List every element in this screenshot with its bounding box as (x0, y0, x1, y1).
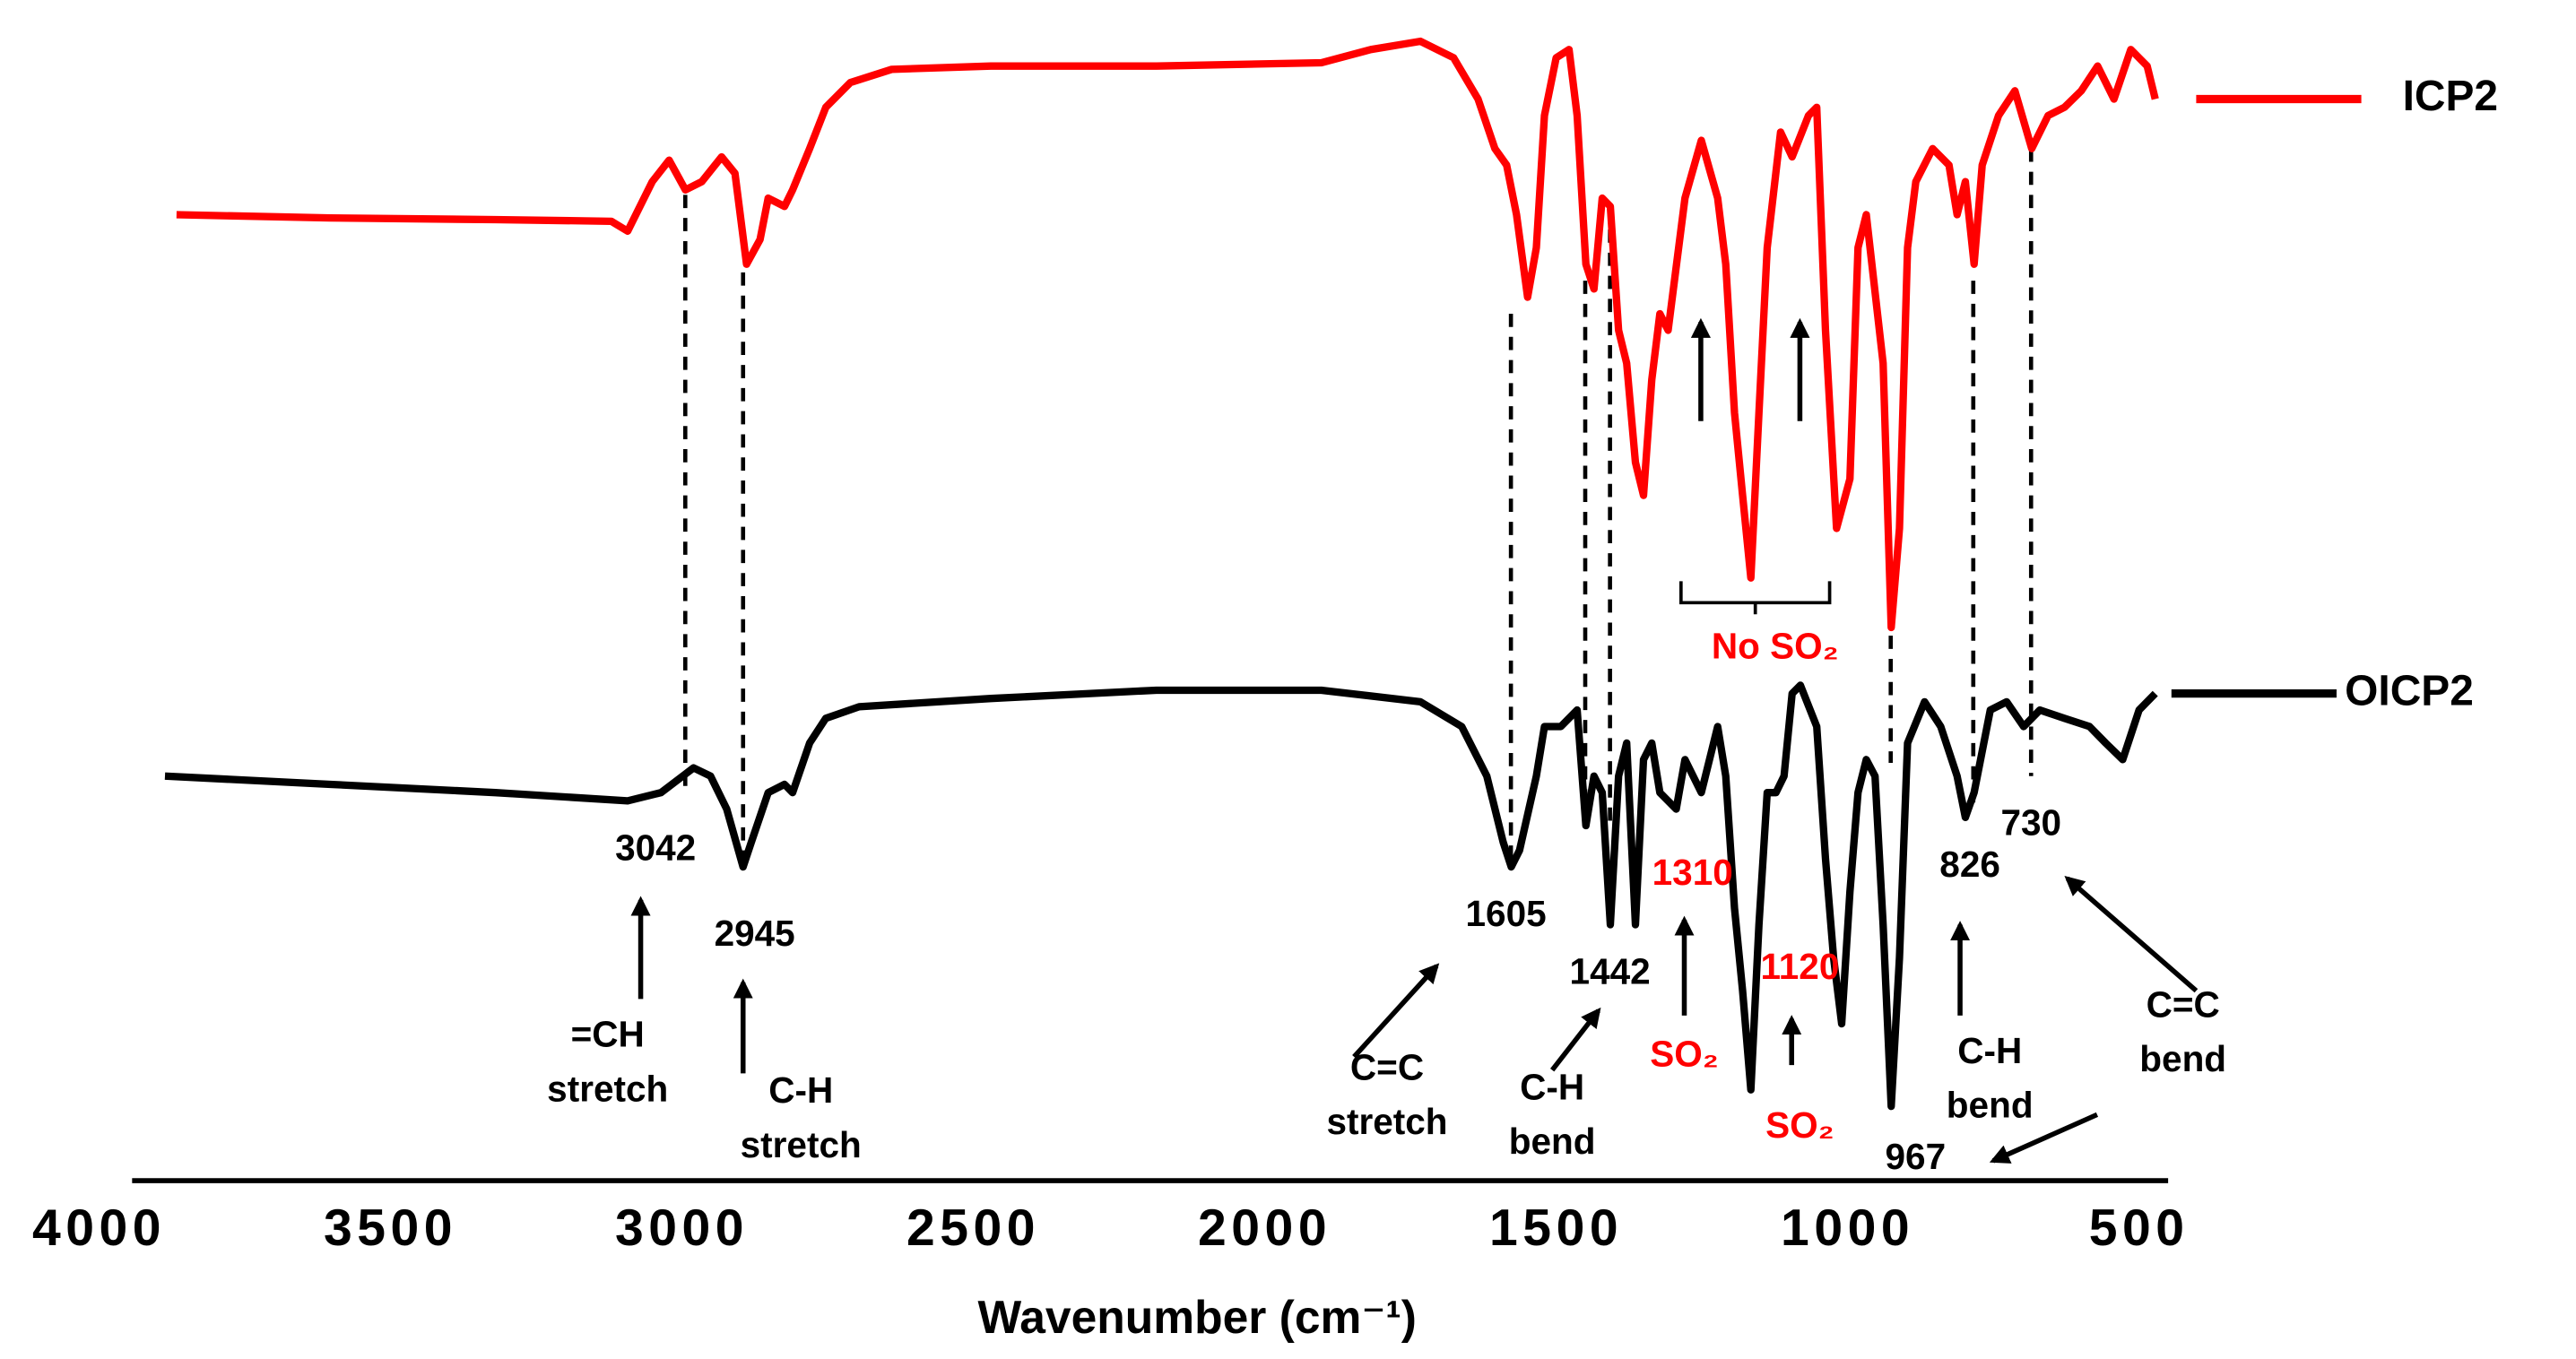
annotation: C-H (768, 1069, 833, 1111)
annotation: No SO₂ (1712, 626, 1839, 667)
x-tick-label: 1500 (1489, 1199, 1623, 1257)
peak-label: 2945 (715, 913, 795, 954)
annotation: SO₂ (1650, 1034, 1719, 1075)
annotation: bend (1947, 1085, 2034, 1126)
peak-label: 967 (1886, 1136, 1947, 1177)
annotation: stretch (1326, 1101, 1447, 1142)
annotation: SO₂ (1765, 1104, 1834, 1146)
peak-label: 826 (1939, 844, 2000, 885)
annotation: C-H (1520, 1066, 1584, 1107)
annotation: bend (1509, 1121, 1596, 1162)
annotation: stretch (547, 1068, 668, 1109)
spectrum-line (176, 37, 2159, 632)
peak-label: 1120 (1760, 946, 1839, 987)
peak-label: 1605 (1466, 893, 1547, 934)
x-tick-label: 2500 (906, 1199, 1040, 1257)
peak-label: 1310 (1652, 852, 1733, 893)
x-tick-label: 1000 (1781, 1199, 1914, 1257)
x-tick-label: 4000 (32, 1199, 166, 1257)
x-tick-label: 3000 (615, 1199, 749, 1257)
x-tick-label: 3500 (324, 1199, 457, 1257)
peak-label: 730 (2000, 802, 2061, 844)
x-tick-label: 2000 (1198, 1199, 1331, 1257)
legend-label: ICP2 (2403, 73, 2498, 120)
legend-label: OICP2 (2345, 667, 2474, 714)
x-tick-label: 500 (2089, 1199, 2190, 1257)
annotation: C=C (2147, 983, 2220, 1025)
annotation: =CH (571, 1014, 645, 1055)
peak-label: 1442 (1570, 951, 1651, 992)
annotation: C=C (1350, 1046, 1424, 1087)
x-axis-title: Wavenumber (cm⁻¹) (978, 1291, 1417, 1343)
spectrum-line (164, 681, 2158, 1111)
arrow (2064, 876, 2199, 993)
arrow (1352, 963, 1440, 1059)
annotation: stretch (741, 1124, 862, 1165)
arrow (1989, 1112, 2099, 1164)
annotation: C-H (1957, 1030, 2022, 1071)
annotation: bend (2139, 1038, 2226, 1079)
peak-label: 3042 (615, 827, 696, 868)
bracket (1678, 581, 1832, 615)
arrow (1549, 1007, 1601, 1072)
